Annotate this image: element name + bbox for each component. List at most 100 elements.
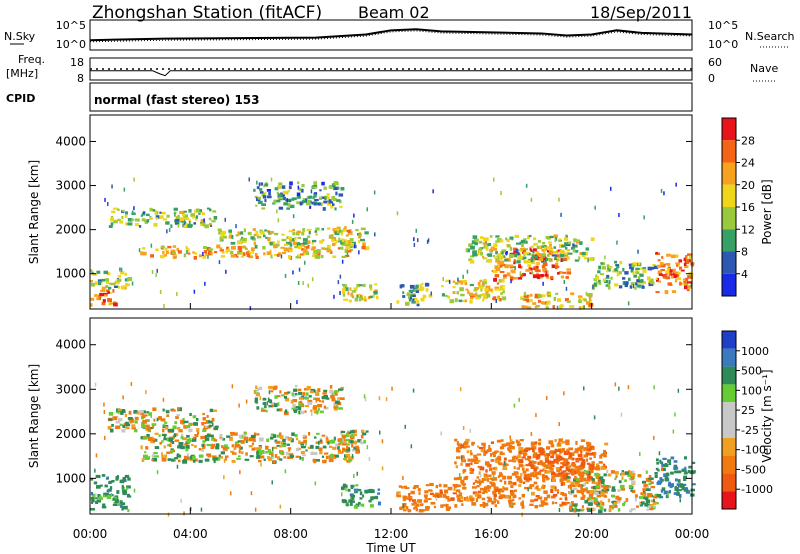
power-cell	[551, 254, 557, 257]
power-cell	[227, 248, 231, 252]
power-cell	[558, 197, 560, 202]
power-cell	[243, 246, 247, 249]
velocity-cell	[122, 424, 126, 428]
power-cell	[585, 247, 590, 251]
velocity-cell	[245, 440, 248, 444]
power-cell	[521, 243, 524, 247]
power-cell	[220, 231, 225, 236]
velocity-cell	[657, 469, 660, 472]
power-cell	[340, 231, 343, 236]
power-cell	[527, 260, 532, 264]
power-cell	[524, 305, 529, 309]
velocity-cell	[521, 500, 524, 503]
power-cell	[250, 236, 255, 240]
velocity-cell	[378, 396, 381, 401]
velocity-cell	[166, 414, 170, 417]
velocity-cell	[180, 499, 182, 503]
velocity-cell	[492, 477, 498, 481]
power-cell	[97, 294, 103, 298]
velocity-cell	[435, 496, 438, 501]
velocity-cell	[564, 473, 569, 477]
velocity-cell	[304, 397, 309, 400]
velocity-cell	[518, 460, 521, 464]
velocity-cell	[454, 461, 457, 465]
velocity-cell	[609, 505, 613, 509]
power-cell	[405, 301, 410, 306]
velocity-cell	[587, 448, 592, 452]
power-cell	[647, 266, 653, 271]
velocity-cell	[167, 428, 172, 432]
velocity-cell	[354, 440, 357, 445]
velocity-cell	[294, 392, 297, 396]
power-cell	[468, 243, 473, 247]
power-cell	[198, 254, 203, 258]
velocity-cell	[313, 397, 316, 400]
power-cell	[485, 237, 489, 241]
power-cell	[458, 299, 463, 303]
power-cell	[184, 217, 190, 220]
power-cell	[477, 281, 481, 286]
velocity-cell	[483, 452, 487, 456]
velocity-cell	[592, 485, 597, 490]
velocity-cell	[543, 450, 546, 455]
colorbar-swatch	[722, 118, 736, 141]
velocity-cell	[122, 395, 124, 400]
velocity-cell	[115, 477, 119, 481]
power-cell	[333, 186, 338, 190]
velocity-cell	[214, 426, 219, 431]
velocity-cell	[562, 494, 567, 497]
velocity-cell	[551, 453, 555, 457]
velocity-cell	[553, 486, 557, 490]
velocity-cell	[204, 458, 210, 462]
velocity-cell	[258, 451, 263, 456]
velocity-cell	[204, 437, 207, 442]
power-cell	[349, 287, 352, 291]
velocity-cell	[600, 491, 605, 496]
power-cell	[155, 217, 159, 220]
velocity-cell	[631, 489, 636, 494]
power-cell	[208, 217, 212, 221]
velocity-cell	[463, 476, 468, 480]
velocity-cell	[649, 507, 654, 511]
velocity-cell	[472, 491, 478, 495]
velocity-cell	[176, 414, 180, 417]
velocity-cell	[126, 422, 128, 427]
power-cell	[121, 216, 124, 220]
power-cell	[153, 222, 158, 227]
power-cell	[564, 242, 568, 246]
power-cell	[563, 280, 565, 284]
velocity-cell	[549, 450, 553, 454]
power-cell	[504, 259, 509, 262]
power-cell	[107, 298, 112, 303]
velocity-cell	[108, 412, 114, 416]
velocity-cell	[458, 490, 461, 494]
velocity-cell	[588, 464, 593, 467]
velocity-cell	[317, 404, 323, 408]
power-cell	[470, 297, 474, 300]
power-cell	[286, 236, 289, 240]
velocity-cell	[124, 413, 127, 418]
power-cell	[281, 233, 285, 236]
velocity-cell	[163, 423, 166, 427]
velocity-cell	[569, 504, 573, 509]
velocity-cell	[396, 493, 399, 496]
velocity-cell	[315, 459, 320, 462]
velocity-cell	[476, 485, 480, 488]
power-cell	[595, 274, 598, 277]
velocity-cell	[497, 475, 500, 479]
power-cell	[532, 302, 537, 305]
power-cell	[535, 268, 539, 272]
velocity-cell	[483, 445, 486, 449]
velocity-cell	[275, 440, 281, 444]
velocity-cell	[571, 501, 574, 505]
power-cell	[524, 248, 528, 251]
velocity-cell	[630, 508, 636, 511]
date-title: 18/Sep/2011	[590, 3, 692, 22]
power-cell	[179, 217, 185, 222]
velocity-cell	[215, 445, 220, 450]
power-cell	[251, 250, 254, 254]
velocity-cell	[509, 495, 512, 500]
velocity-cell	[268, 457, 272, 462]
power-cell	[485, 246, 489, 251]
velocity-cell	[603, 491, 608, 494]
